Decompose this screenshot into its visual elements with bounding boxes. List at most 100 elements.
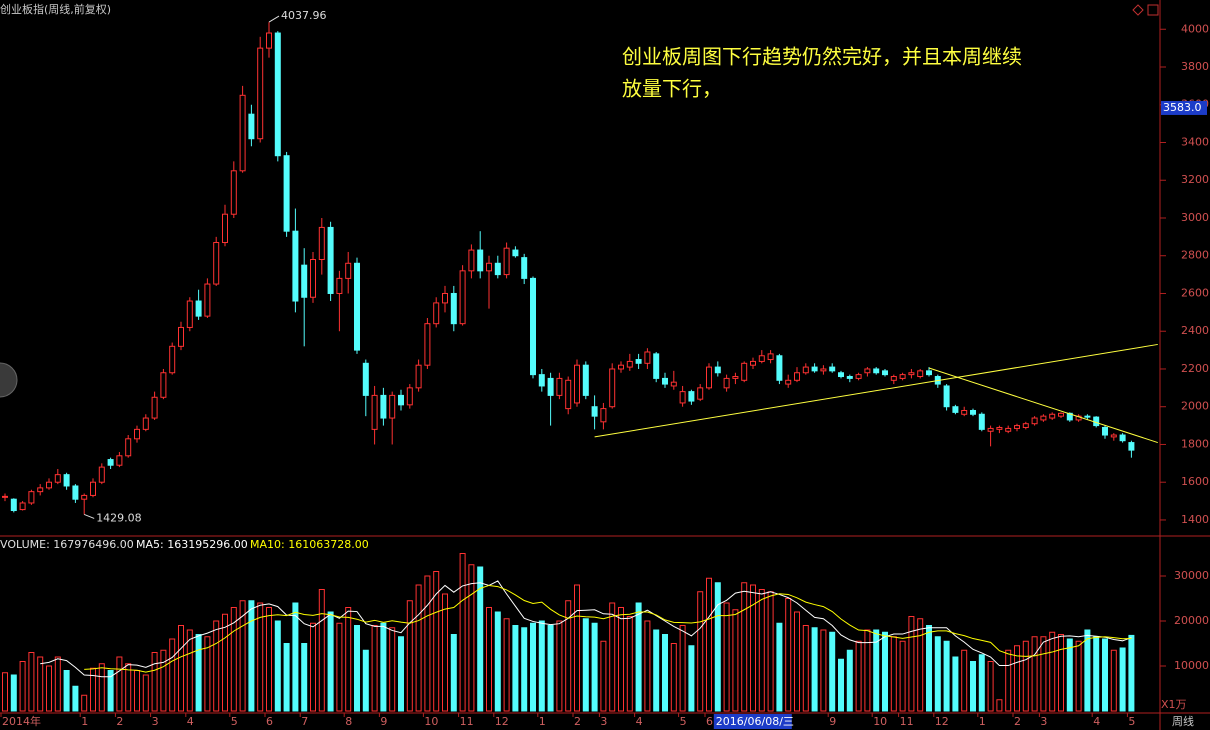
side-handle[interactable] bbox=[0, 362, 18, 398]
volume-bar bbox=[442, 593, 448, 712]
candle-body bbox=[81, 494, 88, 500]
volume-bar bbox=[151, 652, 158, 712]
candle-body bbox=[63, 474, 70, 487]
volume-bar bbox=[380, 622, 387, 712]
x-tick-label: 10 bbox=[424, 715, 438, 728]
candle-body bbox=[1058, 412, 1064, 417]
volume-bar bbox=[934, 636, 941, 712]
volume-bar bbox=[98, 663, 105, 712]
volume-bar bbox=[565, 600, 572, 712]
candle-body bbox=[389, 394, 396, 419]
candle-body bbox=[415, 364, 422, 389]
candle-body bbox=[758, 355, 765, 362]
volume-bar bbox=[46, 665, 52, 712]
volume-y-tick-label: 10000 bbox=[1174, 659, 1209, 672]
candle-body bbox=[794, 372, 800, 381]
candle-body bbox=[670, 381, 677, 387]
volume-bar bbox=[63, 670, 70, 712]
candle-body bbox=[248, 113, 255, 140]
candle-body bbox=[151, 396, 158, 419]
candle-body bbox=[230, 170, 237, 215]
volume-bar bbox=[213, 620, 220, 712]
volume-bar bbox=[54, 656, 61, 712]
volume-bar bbox=[829, 631, 836, 712]
volume-bar bbox=[494, 611, 501, 712]
volume-bar bbox=[679, 625, 686, 712]
candle-body bbox=[644, 351, 651, 364]
candle-body bbox=[829, 366, 836, 372]
volume-bar bbox=[741, 582, 748, 712]
volume-bar bbox=[785, 598, 792, 712]
candle-body bbox=[838, 372, 844, 378]
candle-body bbox=[556, 377, 563, 396]
candle-body bbox=[653, 353, 660, 379]
candle-body bbox=[530, 277, 536, 376]
volume-bar bbox=[987, 661, 994, 712]
volume-bar bbox=[670, 643, 677, 712]
period-label: 周线 bbox=[1172, 714, 1194, 728]
x-tick-label: 4 bbox=[1093, 715, 1100, 728]
y-tick-label: 1600 bbox=[1181, 475, 1209, 488]
y-tick-label: 1400 bbox=[1181, 513, 1209, 526]
volume-bar bbox=[1075, 640, 1082, 712]
candle-body bbox=[723, 377, 730, 389]
candle-body bbox=[1049, 413, 1056, 419]
volume-bar bbox=[750, 584, 756, 712]
x-tick-label: 2 bbox=[1014, 715, 1021, 728]
candle-body bbox=[1102, 426, 1108, 436]
candle-body bbox=[538, 374, 545, 387]
x-tick-label: 5 bbox=[231, 715, 238, 728]
volume-bar bbox=[415, 584, 422, 712]
candle-body bbox=[688, 391, 695, 402]
candle-body bbox=[741, 362, 748, 381]
candle-body bbox=[1022, 423, 1029, 428]
volume-bar bbox=[662, 634, 668, 712]
volume-bar bbox=[1022, 640, 1029, 712]
volume-bar bbox=[310, 622, 316, 712]
candle-body bbox=[767, 353, 774, 361]
volume-bar bbox=[72, 685, 79, 712]
candle-body bbox=[926, 370, 932, 376]
icon-square[interactable] bbox=[1147, 4, 1159, 16]
y-tick-label: 3800 bbox=[1181, 60, 1209, 73]
volume-bar bbox=[882, 631, 888, 712]
x-tick-label: 3 bbox=[600, 715, 607, 728]
x-tick-label: 8 bbox=[345, 715, 352, 728]
volume-bar bbox=[1031, 636, 1038, 712]
volume-bar bbox=[890, 636, 897, 712]
candle-body bbox=[943, 385, 950, 408]
volume-bar bbox=[530, 622, 536, 712]
low-pointer bbox=[84, 514, 95, 519]
volume-bar bbox=[794, 611, 800, 712]
candle-body bbox=[600, 408, 607, 423]
volume-bar bbox=[116, 656, 123, 712]
volume-bar bbox=[371, 625, 378, 712]
x-tick-label: 4 bbox=[187, 715, 194, 728]
volume-bar bbox=[336, 622, 343, 712]
candle-body bbox=[213, 242, 220, 285]
y-tick-label: 2000 bbox=[1181, 400, 1209, 413]
candle-body bbox=[873, 368, 880, 374]
volume-bar bbox=[222, 613, 228, 712]
candle-body bbox=[301, 264, 308, 298]
volume-bar bbox=[169, 638, 176, 712]
candle-body bbox=[10, 498, 17, 512]
volume-bar bbox=[846, 649, 853, 712]
volume-bar bbox=[521, 627, 528, 712]
cursor-label: 2016/06/08/三 bbox=[716, 715, 794, 728]
volume-bar bbox=[283, 643, 290, 712]
candle-body bbox=[345, 262, 352, 279]
volume-bar bbox=[600, 640, 607, 712]
volume-bar bbox=[899, 640, 906, 712]
candle-body bbox=[503, 247, 510, 276]
volume-bar bbox=[873, 629, 880, 712]
candle-body bbox=[371, 394, 378, 430]
candle-body bbox=[970, 409, 976, 415]
icon-diamond[interactable] bbox=[1132, 4, 1144, 16]
candle-body bbox=[98, 466, 105, 483]
candle-body bbox=[222, 213, 228, 244]
candle-body bbox=[547, 377, 554, 396]
candle-body bbox=[266, 32, 272, 49]
candle-body bbox=[996, 426, 1003, 430]
candle-body bbox=[283, 155, 290, 232]
